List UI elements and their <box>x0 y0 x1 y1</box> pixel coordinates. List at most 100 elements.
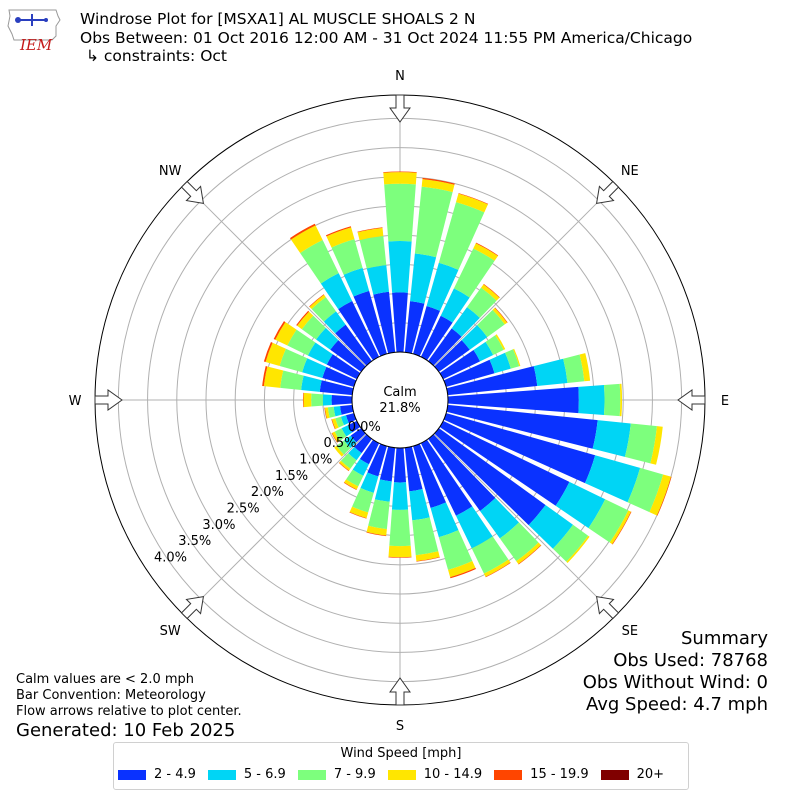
bar-segment <box>357 227 383 233</box>
radial-tick-label: 0.0% <box>348 420 381 435</box>
bar-segment <box>404 301 425 354</box>
bar-segment <box>336 440 351 455</box>
bar-segment <box>443 359 495 387</box>
bar-segment <box>301 375 322 392</box>
iowa-state-outline-icon <box>7 9 61 41</box>
bar-segment <box>627 467 664 513</box>
compass-labels: N NE E SE S SW W NW <box>69 69 730 734</box>
bar-segment <box>555 481 606 529</box>
bar-segment <box>368 499 390 530</box>
bar-segment <box>303 392 312 408</box>
bar-segment <box>265 342 286 366</box>
bar-segment <box>455 506 493 549</box>
bar-segment <box>345 413 357 424</box>
flow-arrow-icon <box>595 595 620 620</box>
summary-obs-used: Obs Used: 78768 <box>613 650 768 671</box>
bar-segment <box>588 499 629 543</box>
bar-segment <box>513 348 521 367</box>
bar-segment <box>324 407 330 419</box>
bar-segment <box>389 509 411 547</box>
compass-label: N <box>395 69 405 84</box>
bar-segment <box>456 193 488 213</box>
bar-segment <box>360 472 379 493</box>
bar-segment <box>438 530 473 570</box>
bar-segment <box>393 447 407 483</box>
compass-label: SW <box>160 624 181 639</box>
bar-segment <box>340 415 349 426</box>
bar-segment <box>353 290 387 357</box>
bar-segment <box>326 227 355 248</box>
generated-date: Generated: 10 Feb 2025 <box>16 720 236 741</box>
bar-segment <box>331 239 363 275</box>
bar-convention-note: Bar Convention: Meteorology <box>16 688 206 703</box>
bar-segment <box>388 545 412 558</box>
bar-segment <box>434 340 470 372</box>
bar-segment <box>480 498 519 539</box>
bar-segment <box>410 253 437 304</box>
legend-item: 5 - 6.9 <box>207 767 286 782</box>
bar-segment <box>422 177 455 185</box>
compass-label: S <box>396 719 404 734</box>
bar-segment <box>275 322 297 346</box>
bar-segment <box>279 348 308 373</box>
logo-text: IEM <box>20 36 53 54</box>
legend-item: 2 - 4.9 <box>118 767 196 782</box>
bar-segment <box>649 474 671 516</box>
windrose-bars <box>262 171 672 579</box>
bar-segment <box>413 443 447 509</box>
bar-segment <box>420 439 473 516</box>
bar-segment <box>518 544 542 565</box>
bar-segment <box>475 242 499 256</box>
legend-label: 15 - 19.9 <box>530 767 589 782</box>
flow-arrow-icon <box>94 389 123 411</box>
bar-segment <box>412 517 439 556</box>
bar-segment <box>420 315 453 361</box>
bar-segment <box>619 383 623 417</box>
bar-segment <box>439 420 570 506</box>
flow-arrows <box>94 94 706 706</box>
bar-segment <box>309 294 326 310</box>
compass-label: E <box>721 394 729 409</box>
bar-segment <box>392 292 408 353</box>
bar-segment <box>404 446 423 492</box>
bar-segment <box>344 479 359 490</box>
bar-segment <box>332 431 341 443</box>
legend-label: 5 - 6.9 <box>243 767 286 782</box>
bar-segment <box>339 460 351 471</box>
calm-percent: 21.8% <box>379 401 420 416</box>
bar-segment <box>471 536 509 574</box>
bar-segment <box>584 455 641 503</box>
bar-segment <box>334 428 347 441</box>
bar-segment <box>448 560 476 578</box>
legend-item: 20+ <box>600 767 664 782</box>
bar-segment <box>325 226 352 237</box>
bar-segment <box>290 225 323 254</box>
bar-segment <box>316 327 339 350</box>
flow-arrow-icon <box>389 94 411 123</box>
legend-swatch <box>297 769 326 780</box>
bar-segment <box>307 342 333 365</box>
bar-segment <box>578 385 605 415</box>
bar-segment <box>428 328 462 366</box>
bar-segment <box>331 418 339 430</box>
bar-segment <box>473 243 498 261</box>
legend-item: 7 - 9.9 <box>297 767 376 782</box>
bar-segment <box>391 482 409 510</box>
bar-segment <box>483 559 511 577</box>
summary-heading: Summary <box>681 628 768 649</box>
bar-segment <box>414 186 453 258</box>
bar-segment <box>388 556 412 558</box>
flow-arrows-note: Flow arrows relative to plot center. <box>16 704 242 719</box>
bar-segment <box>612 511 632 545</box>
bar-segment <box>331 432 338 443</box>
bar-segment <box>409 489 430 521</box>
bar-segment <box>326 354 361 380</box>
bar-segment <box>289 223 316 240</box>
bar-segment <box>489 352 511 374</box>
flow-arrow-icon <box>180 180 205 205</box>
legend-swatch <box>118 769 146 780</box>
bar-segment <box>366 265 390 295</box>
bar-segment <box>297 311 314 330</box>
bar-segment <box>447 386 579 414</box>
bar-segment <box>656 476 672 516</box>
